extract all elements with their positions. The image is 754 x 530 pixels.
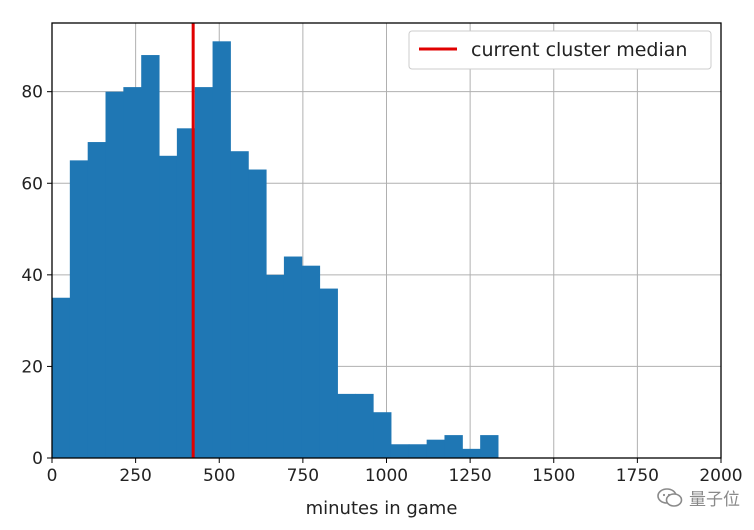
histogram-bar <box>141 55 160 458</box>
watermark-text: 量子位 <box>689 490 740 510</box>
x-axis-label: minutes in game <box>306 498 458 519</box>
histogram-bar <box>319 288 338 458</box>
x-tick-label: 500 <box>203 466 235 486</box>
histogram-bar <box>301 265 321 458</box>
histogram-bar <box>176 128 196 458</box>
histogram-bar <box>390 444 410 458</box>
legend-box <box>408 30 712 70</box>
histogram-bar <box>212 41 231 458</box>
histogram-bar <box>462 448 481 458</box>
y-tick-label: 40 <box>21 266 43 286</box>
x-tick-label: 1750 <box>616 466 659 486</box>
x-tick-label: 1000 <box>365 466 408 486</box>
histogram-bar <box>194 87 214 459</box>
wechat-icon <box>657 487 683 507</box>
histogram-bars <box>52 41 499 459</box>
histogram-bar <box>105 91 124 459</box>
x-axis-ticks: 0 250 500 750 1000 1250 1500 1750 2000 <box>47 458 743 486</box>
x-tick-label: 250 <box>119 466 151 486</box>
x-tick-label: 1250 <box>448 466 491 486</box>
histogram-bar <box>337 393 356 458</box>
histogram-bar <box>69 160 89 459</box>
histogram-bar <box>283 256 303 458</box>
histogram-bar <box>426 439 445 458</box>
histogram-bar <box>355 393 374 458</box>
y-tick-label: 0 <box>32 449 43 469</box>
histogram-bar <box>159 155 178 458</box>
y-tick-label: 60 <box>21 174 43 194</box>
histogram-bar <box>230 151 249 459</box>
x-tick-label: 2000 <box>699 466 742 486</box>
legend-label: current cluster median <box>471 39 687 61</box>
histogram-bar <box>52 297 71 458</box>
y-tick-label: 20 <box>21 357 43 377</box>
histogram-bar <box>266 274 285 458</box>
histogram-bar <box>444 435 463 458</box>
histogram-bar <box>248 169 267 459</box>
histogram-bar <box>408 444 428 458</box>
histogram-bar <box>123 87 142 459</box>
histogram-bar <box>373 412 392 458</box>
histogram-bar <box>87 142 107 459</box>
x-tick-label: 0 <box>47 466 58 486</box>
x-tick-label: 750 <box>287 466 319 486</box>
y-axis-ticks: 0 20 40 60 80 <box>21 83 52 469</box>
histogram-bar <box>480 435 499 458</box>
watermark: 量子位 <box>657 485 740 510</box>
x-tick-label: 1500 <box>532 466 575 486</box>
y-tick-label: 80 <box>21 83 43 103</box>
legend: current cluster median <box>408 30 712 70</box>
